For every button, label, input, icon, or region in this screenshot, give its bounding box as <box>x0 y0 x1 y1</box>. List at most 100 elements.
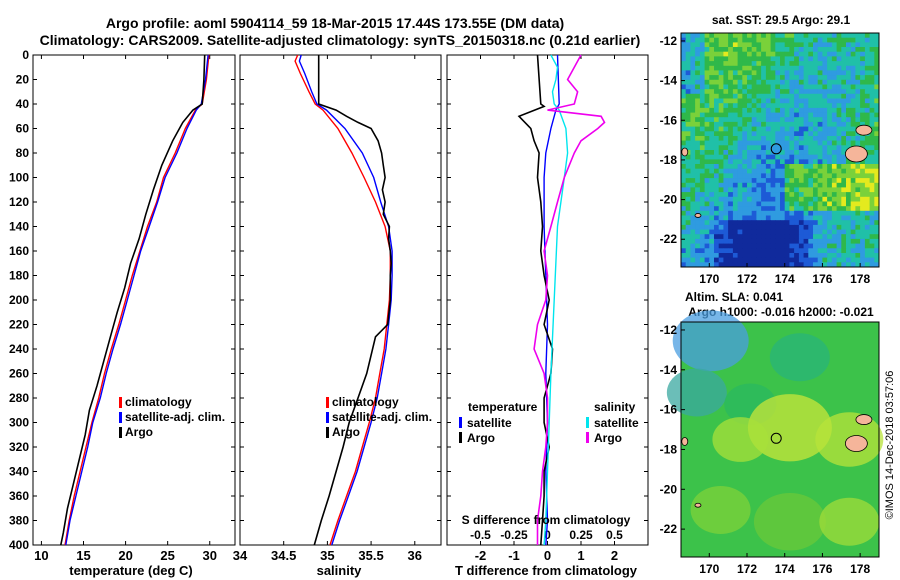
map-cell <box>841 182 847 188</box>
map-cell <box>728 150 734 156</box>
map-cell <box>761 229 767 235</box>
map-cell <box>789 262 795 268</box>
map-cell <box>822 136 828 142</box>
map-cell <box>709 243 715 249</box>
map-cell <box>761 121 767 127</box>
map-cell <box>770 79 776 85</box>
map-y-tick-label: -18 <box>660 153 678 167</box>
map-cell <box>737 136 743 142</box>
map-cell <box>775 253 781 259</box>
map-cell <box>836 220 842 226</box>
map-cell <box>751 262 757 268</box>
map-cell <box>784 253 790 259</box>
map-cell <box>794 257 800 263</box>
map-cell <box>874 140 880 146</box>
map-cell <box>822 248 828 254</box>
map-cell <box>841 93 847 99</box>
map-cell <box>874 84 880 90</box>
map-cell <box>765 238 771 244</box>
temperature-xlabel: temperature (deg C) <box>69 563 193 578</box>
map-cell <box>860 112 866 118</box>
map-cell <box>756 243 762 249</box>
map-cell <box>775 42 781 48</box>
map-cell <box>808 229 814 235</box>
map-cell <box>714 56 720 62</box>
map-cell <box>685 121 691 127</box>
map-cell <box>813 103 819 109</box>
map-cell <box>695 131 701 137</box>
map-cell <box>798 150 804 156</box>
map-cell <box>751 107 757 113</box>
map-cell <box>836 84 842 90</box>
map-cell <box>714 238 720 244</box>
map-cell <box>699 164 705 170</box>
map-cell <box>681 234 687 240</box>
map-cell <box>864 154 870 160</box>
map-cell <box>699 182 705 188</box>
y-tick-label: 180 <box>9 269 29 283</box>
map-cell <box>822 150 828 156</box>
map-cell <box>841 150 847 156</box>
y-tick-label: 240 <box>9 342 29 356</box>
map-cell <box>822 243 828 249</box>
map-cell <box>728 187 734 193</box>
map-cell <box>775 131 781 137</box>
map-cell <box>770 37 776 43</box>
map-cell <box>789 220 795 226</box>
map-cell <box>789 107 795 113</box>
map-cell <box>784 140 790 146</box>
map-cell <box>756 140 762 146</box>
map-cell <box>718 126 724 132</box>
map-cell <box>756 42 762 48</box>
map-cell <box>827 51 833 57</box>
map-cell <box>841 140 847 146</box>
map-cell <box>869 65 875 71</box>
map-cell <box>808 192 814 198</box>
map-cell <box>794 229 800 235</box>
map-cell <box>699 117 705 123</box>
map-cell <box>798 192 804 198</box>
y-tick-label: 300 <box>9 416 29 430</box>
map-cell <box>770 107 776 113</box>
map-cell <box>784 238 790 244</box>
map-cell <box>723 112 729 118</box>
map-cell <box>841 89 847 95</box>
map-cell <box>780 253 786 259</box>
map-cell <box>695 154 701 160</box>
map-cell <box>685 33 691 39</box>
map-cell <box>690 75 696 81</box>
map-cell <box>784 89 790 95</box>
map-cell <box>685 65 691 71</box>
map-cell <box>685 107 691 113</box>
map-cell <box>718 33 724 39</box>
map-cell <box>704 70 710 76</box>
map-cell <box>864 42 870 48</box>
map-cell <box>690 229 696 235</box>
map-cell <box>732 253 738 259</box>
map-cell <box>718 121 724 127</box>
map-cell <box>761 89 767 95</box>
map-cell <box>831 65 837 71</box>
map-cell <box>704 136 710 142</box>
map-cell <box>860 56 866 62</box>
map-cell <box>704 47 710 53</box>
map-cell <box>864 159 870 165</box>
map-cell <box>756 33 762 39</box>
map-cell <box>784 112 790 118</box>
map-cell <box>803 206 809 212</box>
map-cell <box>685 84 691 90</box>
map-cell <box>765 117 771 123</box>
map-cell <box>747 131 753 137</box>
map-cell <box>751 173 757 179</box>
map-cell <box>723 47 729 53</box>
map-cell <box>846 79 852 85</box>
map-cell <box>737 220 743 226</box>
map-cell <box>850 103 856 109</box>
map-cell <box>813 136 819 142</box>
map-cell <box>747 257 753 263</box>
map-cell <box>718 201 724 207</box>
map-cell <box>732 89 738 95</box>
map-cell <box>817 201 823 207</box>
map-cell <box>751 33 757 39</box>
map-cell <box>770 173 776 179</box>
